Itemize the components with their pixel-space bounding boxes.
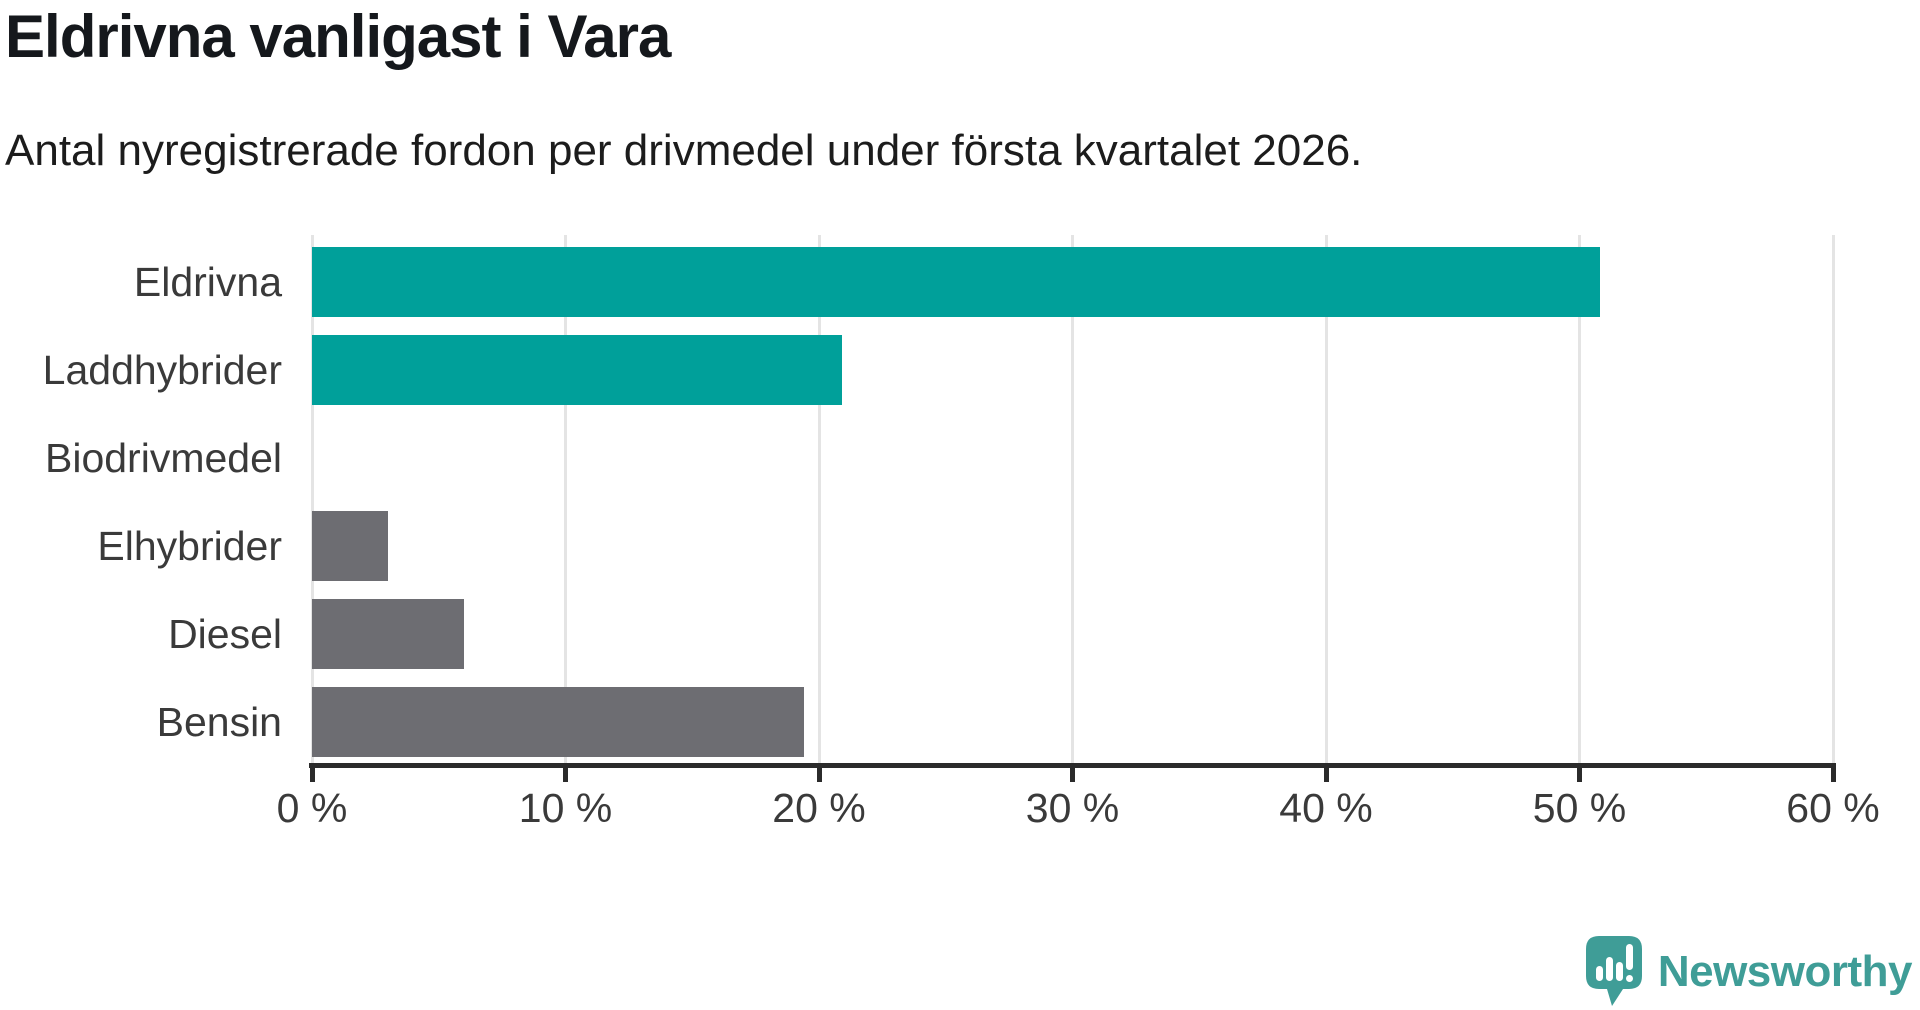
x-tick-mark	[1577, 763, 1582, 782]
x-tick-label: 50 %	[1532, 785, 1627, 831]
gridline	[1324, 235, 1328, 763]
bar-elhybrider	[312, 511, 389, 581]
newsworthy-bubble-chart-icon	[1585, 936, 1642, 1008]
x-tick-label: 10 %	[518, 785, 613, 831]
newsworthy-logo: Newsworthy	[1585, 936, 1913, 1008]
gridline	[310, 235, 314, 763]
x-tick-label: 30 %	[1025, 785, 1120, 831]
chart-subtitle: Antal nyregistrerade fordon per drivmede…	[5, 126, 1363, 175]
x-tick-mark	[1830, 763, 1836, 782]
bar-diesel	[312, 599, 465, 669]
x-tick-label: 40 %	[1279, 785, 1373, 831]
category-label: Laddhybrider	[42, 347, 282, 393]
gridline	[1071, 235, 1074, 763]
x-tick-label: 0 %	[276, 785, 348, 831]
category-label: Bensin	[156, 699, 282, 745]
gridline	[564, 235, 567, 763]
bar-bensin	[312, 687, 804, 757]
gridline	[817, 235, 821, 763]
newsworthy-wordmark: Newsworthy	[1657, 947, 1913, 996]
x-tick-mark	[309, 763, 315, 782]
category-label: Eldrivna	[133, 259, 282, 305]
category-label: Biodrivmedel	[45, 435, 282, 481]
x-tick-mark	[816, 763, 822, 782]
gridline	[1578, 235, 1581, 763]
x-tick-label: 20 %	[772, 785, 866, 831]
x-tick-mark	[563, 763, 568, 782]
x-tick-label: 60 %	[1786, 785, 1880, 831]
chart-title: Eldrivna vanligast i Vara	[5, 3, 671, 70]
category-label: Elhybrider	[97, 523, 282, 569]
x-tick-mark	[1323, 763, 1329, 782]
gridline	[1831, 235, 1835, 763]
bar-eldrivna	[312, 247, 1600, 317]
category-label: Diesel	[168, 611, 282, 657]
x-tick-mark	[1070, 763, 1075, 782]
bar-laddhybrider	[312, 335, 842, 405]
